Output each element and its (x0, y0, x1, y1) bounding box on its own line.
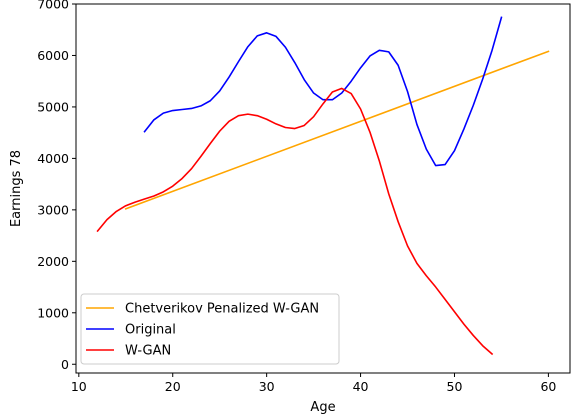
legend-label-2: W-GAN (125, 344, 171, 359)
x-tick-label-5: 60 (540, 379, 556, 394)
y-tick-label-7: 7000 (37, 0, 69, 12)
legend-box (80, 293, 340, 365)
y-tick-label-2: 2000 (37, 254, 69, 269)
y-tick-label-1: 1000 (37, 305, 69, 320)
series-line-2 (96, 87, 494, 356)
series-line-0 (124, 50, 550, 210)
y-axis: 0 1000 2000 3000 4000 5000 6000 7000 (37, 0, 76, 372)
series-line-1 (143, 16, 503, 167)
y-tick-label-0: 0 (61, 357, 69, 372)
x-tick-label-0: 10 (71, 379, 87, 394)
x-tick-label-1: 20 (165, 379, 181, 394)
x-tick-label-4: 50 (447, 379, 463, 394)
y-tick-label-6: 6000 (37, 48, 69, 63)
y-tick-label-3: 3000 (37, 202, 69, 217)
x-tick-label-2: 30 (259, 379, 275, 394)
y-tick-label-5: 5000 (37, 99, 69, 114)
x-tick-label-3: 40 (353, 379, 369, 394)
plot-frame (75, 3, 571, 374)
x-axis: 10 20 30 40 50 60 (71, 373, 556, 394)
y-tick-label-4: 4000 (37, 151, 69, 166)
legend-label-1: Original (125, 323, 176, 338)
plot-lines (96, 16, 550, 356)
legend-label-0: Chetverikov Penalized W-GAN (125, 302, 319, 317)
y-axis-label: Earnings 78 (9, 150, 24, 227)
legend: Chetverikov Penalized W-GAN Original W-GAN (80, 293, 340, 365)
x-axis-label: Age (310, 400, 335, 415)
